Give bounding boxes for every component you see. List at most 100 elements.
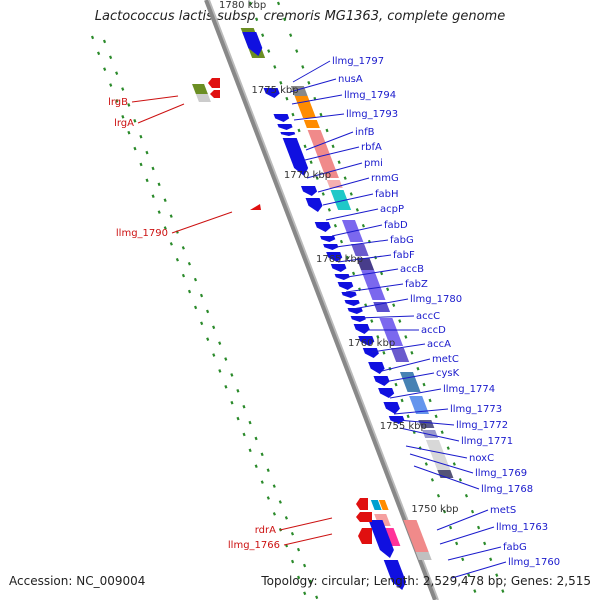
cog-bar-43: [195, 94, 211, 102]
forward-arrow-14: [337, 282, 354, 290]
backbone: [204, 0, 437, 600]
gene-label-lrgB: lrgB: [108, 97, 128, 108]
gene-label-llmg_1774: llmg_1774: [443, 384, 495, 395]
forward-arrow-23: [373, 376, 390, 386]
leader-line: [283, 533, 333, 546]
scale-label: 1775 kbp: [251, 85, 298, 96]
forward-arrow-12: [330, 264, 347, 272]
scale-label: 1770 kbp: [284, 170, 331, 181]
cog-bar-9: [356, 258, 375, 270]
forward-arrow-15: [341, 292, 357, 298]
scale-label: 1760 kbp: [348, 338, 395, 349]
gene-label-accC: accC: [416, 311, 440, 322]
leader-line: [371, 343, 426, 353]
leader-line: [317, 177, 370, 193]
cog-color-bars: [192, 28, 454, 560]
scale-label: 1750 kbp: [411, 504, 458, 515]
map-title: Lactococcus lactis subsp. cremoris MG136…: [94, 9, 506, 24]
gene-label-nusA: nusA: [338, 74, 363, 85]
leader-line: [451, 561, 507, 579]
scale-label: 1755 kbp: [380, 421, 427, 432]
leader-line: [352, 298, 409, 310]
cog-bar-12: [379, 318, 404, 346]
leader-line: [389, 388, 442, 399]
gene-label-rbfA: rbfA: [361, 142, 382, 153]
leader-line: [377, 358, 431, 373]
forward-arrow-0: [242, 32, 263, 56]
leader-line: [304, 146, 360, 161]
leader-line: [291, 94, 343, 105]
gene-label-rdrA: rdrA: [255, 525, 276, 536]
forward-arrow-22: [368, 362, 385, 374]
leader-line: [439, 526, 495, 545]
forward-arrow-17: [347, 308, 363, 314]
gene-label-llmg_1773: llmg_1773: [450, 404, 502, 415]
cog-bar-44: [370, 500, 382, 510]
leader-line: [405, 445, 468, 459]
gene-features: [208, 32, 407, 590]
gene-label-llmg_1766: llmg_1766: [228, 540, 280, 551]
cog-bar-6: [330, 190, 352, 210]
forward-arrow-8: [314, 222, 331, 232]
leader-line: [292, 60, 331, 83]
forward-arrow-21: [362, 348, 379, 358]
forward-arrow-3: [277, 124, 293, 130]
gene-label-accD: accD: [421, 325, 446, 336]
gene-label-fabG: fabG: [390, 235, 414, 246]
leader-line: [393, 408, 449, 415]
leader-line: [447, 546, 502, 561]
gene-label-llmg_1797: llmg_1797: [332, 56, 384, 67]
leader-line: [137, 103, 185, 124]
gene-labels: llmg_1797 nusA llmg_1794 llmg_1793 infB rbfA p…: [108, 56, 560, 568]
scale-label: 1780 kbp: [219, 0, 266, 11]
reverse-arrow-5: [358, 528, 372, 544]
gene-label-llmg_1771: llmg_1771: [461, 436, 513, 447]
gene-label-noxC: noxC: [469, 453, 494, 464]
forward-arrow-20: [358, 336, 375, 346]
forward-arrow-7: [305, 198, 323, 212]
gene-label-rnmG: rnmG: [371, 173, 399, 184]
genome-summary-text: Topology: circular; Length: 2,529,478 bp…: [261, 574, 591, 588]
cog-bar-13: [390, 348, 410, 362]
gene-label-lrgA: lrgA: [114, 118, 134, 129]
reverse-arrow-3: [356, 498, 368, 510]
gene-label-fabG: fabG: [503, 542, 527, 553]
forward-arrow-90: [368, 520, 394, 558]
gene-label-pmi: pmi: [364, 158, 383, 169]
gene-label-cysK: cysK: [436, 368, 460, 379]
leader-line: [357, 315, 415, 319]
leader-line: [289, 78, 337, 93]
cog-bar-3: [303, 120, 320, 128]
leader-line: [345, 283, 404, 293]
gene-label-llmg_1760: llmg_1760: [508, 557, 560, 568]
cog-bar-14: [399, 372, 421, 392]
gene-label-fabF: fabF: [393, 250, 415, 261]
leader-line: [340, 268, 399, 279]
cog-bar-10: [361, 270, 386, 300]
gene-label-llmg_1793: llmg_1793: [346, 109, 398, 120]
cog-bar-15: [409, 396, 430, 414]
leader-line: [325, 208, 379, 221]
reverse-arrow-0: [208, 78, 220, 88]
gene-label-metS: metS: [490, 505, 516, 516]
leader-line: [322, 193, 374, 206]
label-leaders: [131, 60, 507, 579]
gene-label-llmg_1794: llmg_1794: [344, 90, 396, 101]
leader-line: [337, 254, 392, 263]
cog-bar-2: [294, 96, 317, 118]
cog-bar-8: [351, 244, 369, 256]
forward-arrow-16: [344, 300, 360, 306]
forward-arrow-5: [282, 138, 309, 176]
reverse-arrow-2: [250, 204, 261, 210]
gene-label-llmg_1768: llmg_1768: [481, 484, 533, 495]
leader-line: [383, 372, 435, 383]
cog-bar-45: [378, 500, 389, 510]
gene-label-llmg_1763: llmg_1763: [496, 522, 548, 533]
leader-line: [306, 162, 363, 179]
forward-arrow-24: [378, 388, 395, 398]
leader-line: [399, 427, 460, 442]
backbone-shadow: [208, 0, 439, 600]
forward-arrow-91: [383, 560, 407, 590]
leader-line: [171, 211, 233, 234]
